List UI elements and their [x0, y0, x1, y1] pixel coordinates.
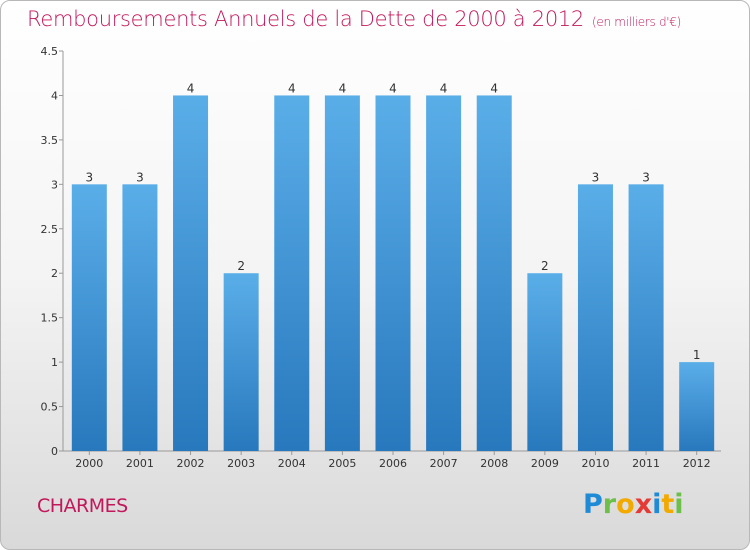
bar [122, 184, 158, 452]
logo-letter: o [616, 489, 635, 520]
bar [628, 184, 664, 452]
bar-value-label: 1 [693, 348, 701, 362]
bar-value-label: 3 [136, 170, 144, 184]
x-tick-label: 2008 [480, 457, 508, 470]
x-tick-label: 2006 [379, 457, 407, 470]
bar [71, 184, 107, 452]
bar [324, 95, 360, 451]
bar [375, 95, 411, 451]
x-tick-label: 2000 [75, 457, 103, 470]
x-tick-label: 2011 [632, 457, 660, 470]
bar-value-label: 3 [85, 170, 93, 184]
bar-value-label: 4 [389, 81, 397, 95]
proxiti-logo[interactable]: Proxiti [583, 489, 684, 520]
bar-value-label: 4 [339, 81, 347, 95]
bar [577, 184, 613, 452]
logo-letter: x [634, 489, 653, 520]
x-tick-label: 2001 [126, 457, 154, 470]
y-tick-label: 4 [51, 89, 58, 102]
bar-value-label: 3 [642, 170, 650, 184]
y-tick-label: 2 [51, 267, 58, 280]
bar-value-label: 4 [187, 81, 195, 95]
x-tick-label: 2010 [581, 457, 609, 470]
logo-letter: t [661, 489, 675, 520]
bar [679, 362, 715, 451]
x-tick-label: 2002 [177, 457, 205, 470]
y-tick-label: 0.5 [41, 401, 59, 414]
city-name: CHARMES [37, 495, 128, 517]
y-tick-label: 2.5 [41, 223, 59, 236]
x-tick-label: 2007 [430, 457, 458, 470]
bar [274, 95, 310, 451]
chart-title-text: Remboursements Annuels de la Dette de 20… [27, 7, 584, 31]
bar-value-label: 2 [541, 259, 549, 273]
y-tick-label: 3 [51, 178, 58, 191]
y-tick-label: 1 [51, 356, 58, 369]
bar [173, 95, 209, 451]
bar [426, 95, 462, 451]
y-tick-label: 0 [51, 445, 58, 458]
x-tick-label: 2009 [531, 457, 559, 470]
x-tick-label: 2005 [328, 457, 356, 470]
x-tick-label: 2003 [227, 457, 255, 470]
bar [223, 273, 259, 451]
y-tick-label: 4.5 [41, 45, 59, 58]
y-tick-label: 3.5 [41, 134, 59, 147]
chart-title: Remboursements Annuels de la Dette de 20… [27, 7, 681, 31]
bar [476, 95, 512, 451]
bar-value-label: 4 [288, 81, 296, 95]
x-tick-label: 2012 [683, 457, 711, 470]
x-tick-label: 2004 [278, 457, 306, 470]
y-tick-label: 1.5 [41, 312, 59, 325]
logo-letter: i [652, 489, 662, 520]
logo-letter: r [602, 489, 617, 520]
bar-value-label: 2 [237, 259, 245, 273]
bar-value-label: 4 [490, 81, 498, 95]
logo-letter: i [674, 489, 684, 520]
bar [527, 273, 563, 451]
chart-unit: (en milliers d'€) [592, 15, 682, 29]
bar-value-label: 4 [440, 81, 448, 95]
bar-value-label: 3 [592, 170, 600, 184]
logo-letter: P [583, 489, 603, 520]
